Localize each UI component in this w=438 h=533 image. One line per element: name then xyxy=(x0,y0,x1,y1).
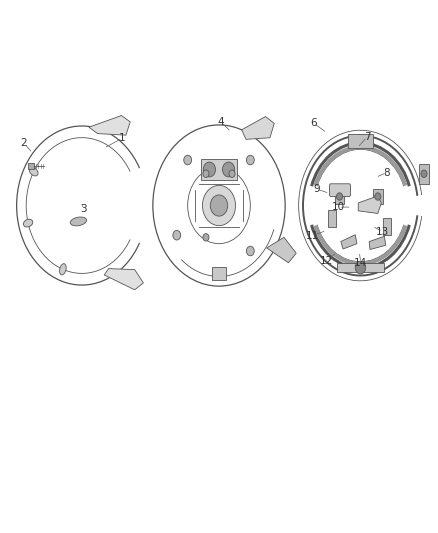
Circle shape xyxy=(336,193,343,200)
Circle shape xyxy=(202,185,236,225)
Text: 6: 6 xyxy=(311,118,317,128)
Text: 3: 3 xyxy=(80,204,87,214)
Polygon shape xyxy=(267,237,296,263)
Text: 1: 1 xyxy=(119,133,126,143)
Polygon shape xyxy=(341,235,357,249)
Circle shape xyxy=(203,233,209,241)
FancyBboxPatch shape xyxy=(383,217,391,235)
FancyBboxPatch shape xyxy=(328,210,336,227)
FancyBboxPatch shape xyxy=(373,189,383,205)
Text: 14: 14 xyxy=(354,258,367,268)
Text: 11: 11 xyxy=(306,231,319,241)
Ellipse shape xyxy=(60,264,66,275)
Text: 2: 2 xyxy=(21,139,27,149)
FancyBboxPatch shape xyxy=(335,189,344,205)
Circle shape xyxy=(375,193,381,200)
Polygon shape xyxy=(89,116,130,135)
Text: 13: 13 xyxy=(376,227,389,237)
FancyBboxPatch shape xyxy=(28,163,35,169)
Text: 4: 4 xyxy=(218,117,225,127)
FancyBboxPatch shape xyxy=(419,164,429,184)
Ellipse shape xyxy=(23,219,33,227)
Polygon shape xyxy=(104,269,143,290)
Text: 9: 9 xyxy=(313,184,320,194)
Circle shape xyxy=(247,155,254,165)
Text: 12: 12 xyxy=(320,256,334,266)
Text: 8: 8 xyxy=(383,168,390,177)
Circle shape xyxy=(421,170,427,177)
Polygon shape xyxy=(242,117,274,139)
FancyBboxPatch shape xyxy=(212,267,226,280)
Polygon shape xyxy=(369,236,386,249)
Circle shape xyxy=(229,170,235,177)
Circle shape xyxy=(247,246,254,256)
Circle shape xyxy=(203,162,215,177)
Text: 10: 10 xyxy=(332,202,345,212)
Circle shape xyxy=(184,155,191,165)
Circle shape xyxy=(355,261,366,274)
FancyBboxPatch shape xyxy=(348,134,373,148)
FancyBboxPatch shape xyxy=(336,263,385,272)
Ellipse shape xyxy=(70,217,87,226)
Polygon shape xyxy=(358,196,381,214)
Circle shape xyxy=(203,170,209,177)
Circle shape xyxy=(223,162,235,177)
FancyBboxPatch shape xyxy=(201,159,237,180)
FancyBboxPatch shape xyxy=(329,184,350,197)
Circle shape xyxy=(210,195,228,216)
Text: 7: 7 xyxy=(364,132,370,142)
Circle shape xyxy=(173,230,181,240)
Ellipse shape xyxy=(29,167,38,176)
